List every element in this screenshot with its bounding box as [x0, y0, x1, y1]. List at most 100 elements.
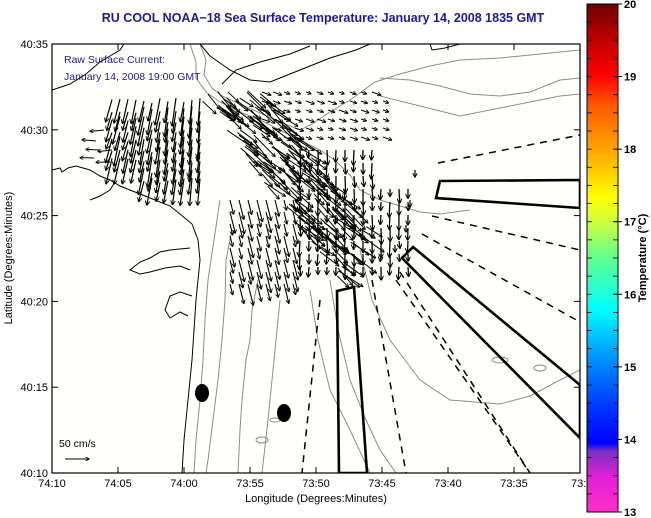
current-vector	[265, 271, 271, 292]
current-vector	[115, 131, 121, 150]
current-vector	[164, 162, 169, 181]
current-vector	[147, 177, 153, 205]
current-vector	[123, 120, 129, 143]
current-vector	[256, 235, 261, 251]
current-vector	[180, 116, 185, 148]
current-vector	[271, 109, 298, 126]
current-vector	[327, 128, 333, 130]
current-vector	[317, 240, 318, 251]
current-vector	[172, 122, 177, 141]
current-vector	[155, 111, 161, 132]
current-vector	[247, 211, 252, 228]
current-vector	[123, 99, 129, 123]
colorbar-tick-label: 18	[624, 144, 636, 156]
current-vector	[86, 149, 101, 150]
current-vector	[123, 149, 129, 173]
current-vector	[138, 106, 145, 135]
current-vector	[292, 247, 297, 264]
current-vector	[265, 247, 271, 267]
current-vector	[164, 107, 169, 136]
current-vector	[294, 137, 302, 139]
current-vector	[274, 283, 278, 297]
current-vector	[349, 101, 357, 103]
current-vector	[283, 223, 287, 236]
current-vector	[139, 180, 145, 201]
current-vector	[114, 98, 121, 123]
current-vector	[292, 211, 296, 224]
beam-line	[437, 134, 580, 164]
current-vector	[344, 188, 345, 200]
current-vector	[164, 149, 169, 175]
current-vector	[371, 101, 378, 103]
current-vector	[225, 105, 240, 123]
current-vector	[267, 185, 279, 199]
current-vector	[261, 137, 269, 140]
current-vector	[261, 100, 270, 104]
current-vector	[197, 170, 201, 193]
current-vector	[190, 178, 193, 205]
current-vector	[316, 137, 323, 139]
current-vector	[197, 161, 201, 182]
current-vector	[138, 168, 145, 194]
bathymetry-contour	[237, 279, 259, 473]
current-vector	[360, 119, 366, 121]
current-vector	[300, 188, 301, 201]
current-vector	[155, 139, 161, 164]
current-vector	[274, 259, 280, 279]
current-vector	[274, 223, 280, 243]
current-vector	[380, 188, 381, 199]
current-vector	[256, 259, 262, 278]
colorbar-tick-label: 13	[624, 507, 636, 518]
current-vector	[247, 247, 252, 264]
current-vector	[106, 119, 113, 142]
station-dot-2	[277, 404, 291, 422]
current-vector	[147, 138, 153, 165]
current-vector	[308, 266, 309, 277]
current-vector	[360, 109, 369, 113]
bathymetry-contour	[255, 436, 269, 444]
current-vector	[247, 235, 253, 258]
current-vector	[292, 223, 298, 243]
current-vector	[283, 119, 289, 121]
current-vector	[265, 283, 270, 301]
current-vector	[327, 119, 335, 121]
current-vector	[272, 127, 281, 131]
current-vector	[338, 119, 346, 121]
coastline-segment	[129, 247, 191, 275]
current-vector	[327, 149, 328, 165]
current-vector	[261, 118, 270, 122]
chart-title: RU COOL NOAA−18 Sea Surface Temperature:…	[102, 11, 545, 25]
radar-box-south	[335, 285, 369, 473]
current-vector	[292, 199, 296, 212]
current-vector	[256, 283, 261, 301]
current-vector	[247, 283, 253, 305]
radar-box-southeast	[400, 245, 580, 440]
current-vector	[283, 271, 289, 292]
beam-line	[371, 279, 407, 473]
x-tick-label: 73:50	[302, 478, 330, 490]
current-vector	[283, 235, 289, 256]
current-vector	[123, 111, 129, 130]
x-tick-label: 74:05	[104, 478, 132, 490]
current-vector	[197, 142, 201, 161]
current-vector	[316, 118, 326, 122]
current-vector	[189, 146, 193, 177]
x-tick-label: 74:10	[38, 478, 66, 490]
current-vector	[189, 106, 193, 138]
current-vector	[371, 137, 378, 139]
current-vector	[256, 223, 260, 236]
current-vector	[382, 119, 389, 121]
y-tick-label: 40:35	[20, 39, 48, 51]
current-vector	[247, 259, 253, 280]
current-vector	[283, 136, 292, 140]
current-vector	[292, 259, 298, 280]
coastline-segment	[199, 44, 371, 83]
current-vector	[198, 178, 201, 205]
current-vector	[305, 110, 312, 112]
current-vector	[341, 227, 353, 240]
current-vector	[246, 91, 266, 112]
current-vector	[253, 140, 272, 164]
colorbar-tick-label: 16	[624, 289, 636, 301]
current-vector	[299, 253, 300, 269]
colorbar-tick-label: 14	[624, 434, 637, 446]
